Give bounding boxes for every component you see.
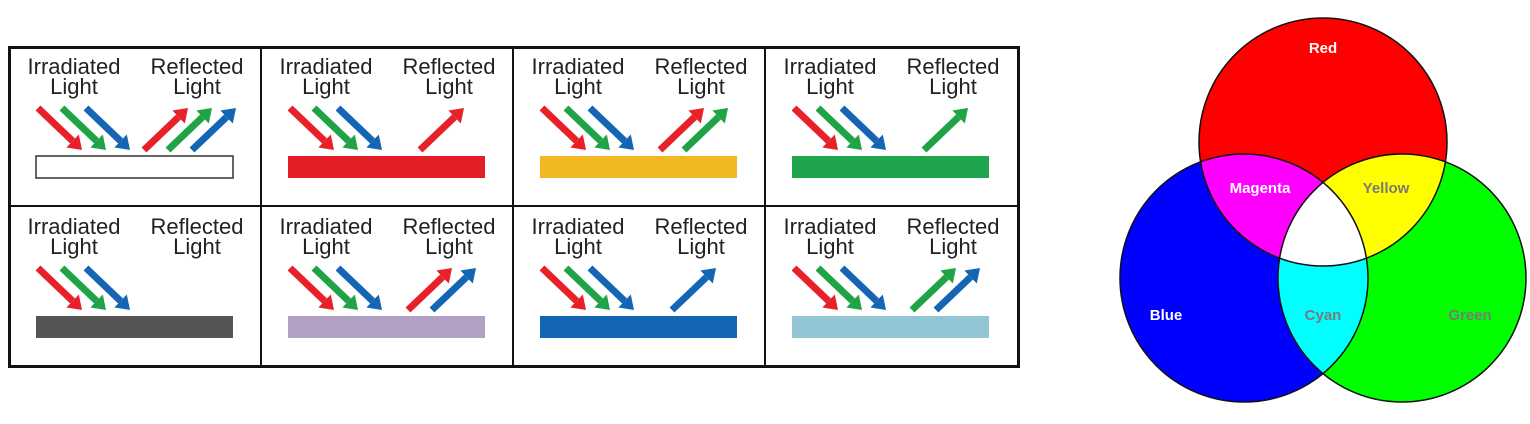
incoming-red-arrow	[791, 265, 838, 310]
irradiated-label-line-1: Irradiated	[784, 214, 877, 239]
incoming-green-arrow	[815, 265, 862, 310]
irradiated-label-line-1: Irradiated	[28, 214, 121, 239]
incoming-red-arrow	[287, 265, 334, 310]
reflected-green-arrow	[165, 108, 212, 153]
label-yellow: Yellow	[1363, 180, 1410, 197]
reflected-label-line-1: Reflected	[907, 214, 1000, 239]
reflected-label-line-2: Light	[425, 234, 473, 259]
incoming-blue-arrow	[839, 265, 886, 310]
irradiated-label-line-1: Irradiated	[784, 54, 877, 79]
reflected-label-line-1: Reflected	[151, 214, 244, 239]
irradiated-label-line-2: Light	[302, 74, 350, 99]
incoming-green-arrow	[563, 265, 610, 310]
reflected-label-line-1: Reflected	[151, 54, 244, 79]
irradiated-label-line-2: Light	[554, 234, 602, 259]
surface-black	[36, 316, 233, 338]
label-cyan: Cyan	[1305, 307, 1342, 324]
irradiated-label-line-2: Light	[806, 74, 854, 99]
reflected-green-arrow	[681, 108, 728, 153]
reflected-red-arrow	[657, 108, 704, 153]
reflected-label-line-2: Light	[173, 234, 221, 259]
incoming-green-arrow	[311, 105, 358, 150]
reflected-blue-arrow	[669, 268, 716, 313]
reflected-label-line-1: Reflected	[403, 54, 496, 79]
incoming-red-arrow	[287, 105, 334, 150]
reflected-label-line-2: Light	[677, 74, 725, 99]
incoming-red-arrow	[35, 105, 82, 150]
irradiated-label-line-1: Irradiated	[280, 54, 373, 79]
circle-outlines	[1119, 17, 1527, 403]
surface-purple	[288, 316, 485, 338]
irradiated-label-line-2: Light	[806, 234, 854, 259]
surface-green	[792, 156, 989, 178]
incoming-green-arrow	[311, 265, 358, 310]
reflected-label-line-1: Reflected	[655, 54, 748, 79]
incoming-green-arrow	[563, 105, 610, 150]
reflected-blue-arrow	[429, 268, 476, 313]
incoming-blue-arrow	[587, 105, 634, 150]
incoming-green-arrow	[59, 105, 106, 150]
label-blue: Blue	[1150, 307, 1183, 324]
reflected-label-line-1: Reflected	[655, 214, 748, 239]
irradiated-label-line-2: Light	[50, 234, 98, 259]
incoming-green-arrow	[59, 265, 106, 310]
label-magenta: Magenta	[1230, 180, 1292, 197]
surface-cyan	[792, 316, 989, 338]
irradiated-label-line-2: Light	[554, 74, 602, 99]
incoming-green-arrow	[815, 105, 862, 150]
reflected-red-arrow	[405, 268, 452, 313]
incoming-red-arrow	[539, 265, 586, 310]
incoming-red-arrow	[539, 105, 586, 150]
label-green: Green	[1448, 307, 1491, 324]
reflected-label-line-1: Reflected	[907, 54, 1000, 79]
incoming-blue-arrow	[335, 105, 382, 150]
reflected-label-line-1: Reflected	[403, 214, 496, 239]
incoming-red-arrow	[35, 265, 82, 310]
incoming-red-arrow	[791, 105, 838, 150]
irradiated-label-line-1: Irradiated	[532, 54, 625, 79]
surface-blue	[540, 316, 737, 338]
surface-white	[35, 155, 234, 179]
label-red: Red	[1309, 40, 1337, 57]
reflected-label-line-2: Light	[677, 234, 725, 259]
irradiated-label-line-1: Irradiated	[28, 54, 121, 79]
irradiated-label-line-1: Irradiated	[532, 214, 625, 239]
reflected-red-arrow	[417, 108, 464, 153]
reflected-label-line-2: Light	[929, 234, 977, 259]
irradiated-label-line-2: Light	[302, 234, 350, 259]
incoming-blue-arrow	[83, 265, 130, 310]
reflected-blue-arrow	[933, 268, 980, 313]
irradiated-label-line-1: Irradiated	[280, 214, 373, 239]
reflected-label-line-2: Light	[173, 74, 221, 99]
reflected-red-arrow	[141, 108, 188, 153]
incoming-blue-arrow	[587, 265, 634, 310]
reflection-diagram-grid: IrradiatedLightReflectedLightIrradiatedL…	[8, 46, 1020, 368]
reflected-green-arrow	[909, 268, 956, 313]
rgb-venn-diagram: Red Magenta Yellow Blue Cyan Green	[1119, 17, 1527, 403]
reflected-label-line-2: Light	[929, 74, 977, 99]
irradiated-label-line-2: Light	[50, 74, 98, 99]
reflected-blue-arrow	[189, 108, 236, 153]
reflected-label-line-2: Light	[425, 74, 473, 99]
white-center-region	[1278, 154, 1368, 266]
reflected-green-arrow	[921, 108, 968, 153]
surface-red	[288, 156, 485, 178]
surface-yellow	[540, 156, 737, 178]
incoming-blue-arrow	[839, 105, 886, 150]
incoming-blue-arrow	[335, 265, 382, 310]
incoming-blue-arrow	[83, 105, 130, 150]
grid-lines	[8, 46, 1020, 368]
